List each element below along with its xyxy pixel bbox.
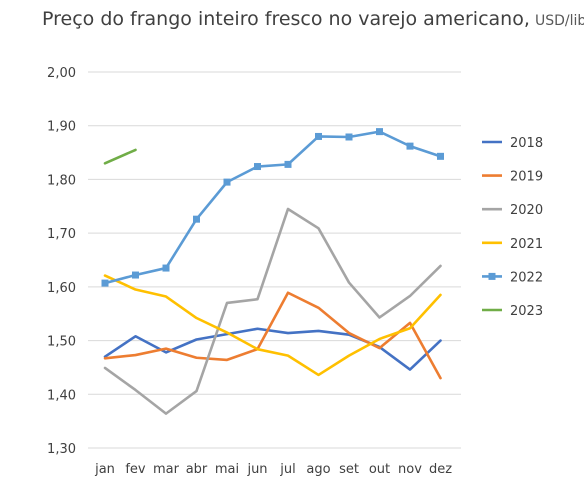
legend-marker-2022 [488,272,496,280]
x-tick-label: jul [279,462,295,477]
legend-label-2020: 2020 [510,203,543,218]
data-point-2022 [162,264,170,272]
series-line-2021 [103,274,442,377]
y-tick-label: 1,80 [47,173,76,188]
legend-label-2018: 2018 [510,136,543,151]
x-tick-label: dez [429,462,452,477]
series-line-2023 [103,148,137,165]
legend-label-2022: 2022 [510,270,543,285]
y-tick-label: 1,30 [47,442,76,457]
data-point-2022 [376,128,383,136]
x-tick-label: mai [215,462,239,477]
series-line-2019 [103,291,442,380]
x-tick-label: jan [94,462,115,477]
x-tick-label: mar [153,462,180,477]
x-tick-label: jun [246,462,267,477]
legend-label-2021: 2021 [510,237,543,252]
data-point-2022 [315,132,322,140]
y-tick-label: 1,70 [47,227,76,242]
x-tick-label: nov [398,462,422,477]
y-tick-label: 1,40 [47,388,76,403]
data-point-2022 [284,160,292,168]
x-tick-label: abr [186,462,208,477]
chart-title-main: Preço do frango inteiro fresco no varejo… [42,8,530,30]
data-point-2022 [101,279,109,287]
y-tick-label: 1,60 [47,281,76,296]
chart-title: Preço do frango inteiro fresco no varejo… [42,8,584,30]
x-tick-label: fev [125,462,146,477]
data-point-2022 [223,178,231,186]
data-point-2022 [254,163,261,171]
y-tick-label: 2,00 [47,66,76,81]
y-tick-label: 1,50 [47,335,76,350]
x-tick-label: ago [306,462,330,477]
legend-label-2023: 2023 [510,304,543,319]
y-tick-label: 1,90 [47,120,76,135]
data-point-2022 [406,142,414,150]
chart-title-unit: USD/libra [534,13,584,29]
data-point-2022 [437,152,444,160]
x-tick-label: set [339,462,359,477]
series-line-2022 [103,130,442,285]
x-tick-label: out [369,462,390,477]
legend-label-2019: 2019 [510,170,543,185]
data-point-2022 [132,271,139,279]
data-point-2022 [345,133,353,141]
data-point-2022 [193,215,200,223]
series-line-2020 [103,207,442,415]
